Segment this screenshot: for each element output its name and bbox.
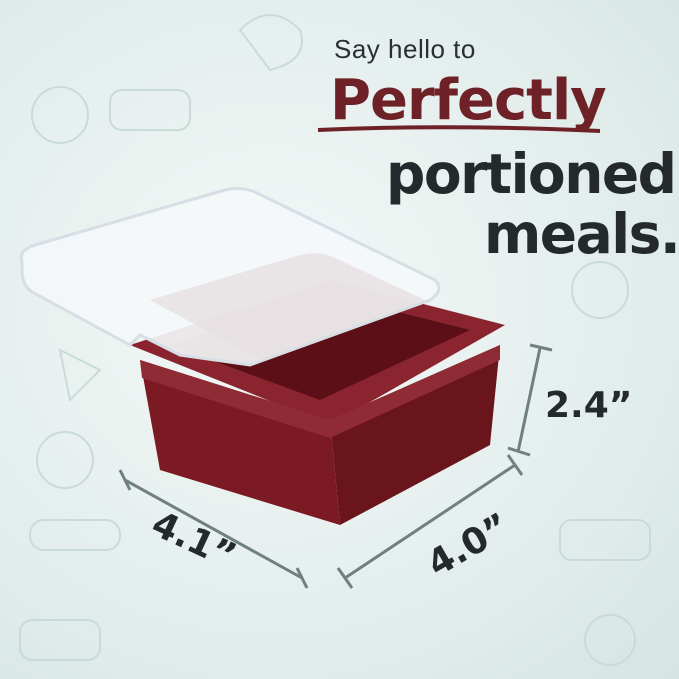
food-doodles-background <box>19 14 651 666</box>
headline-accent: Perfectly <box>330 68 607 133</box>
headline-underline <box>317 125 601 133</box>
headline-intro: Say hello to <box>334 34 476 64</box>
headline-line-meals: meals. <box>484 202 679 266</box>
headline-line-portioned: portioned <box>386 142 677 206</box>
dimension-lines <box>118 343 553 589</box>
lid <box>19 186 441 367</box>
container <box>130 280 505 525</box>
height-dimension-label: 2.4” <box>545 385 633 426</box>
